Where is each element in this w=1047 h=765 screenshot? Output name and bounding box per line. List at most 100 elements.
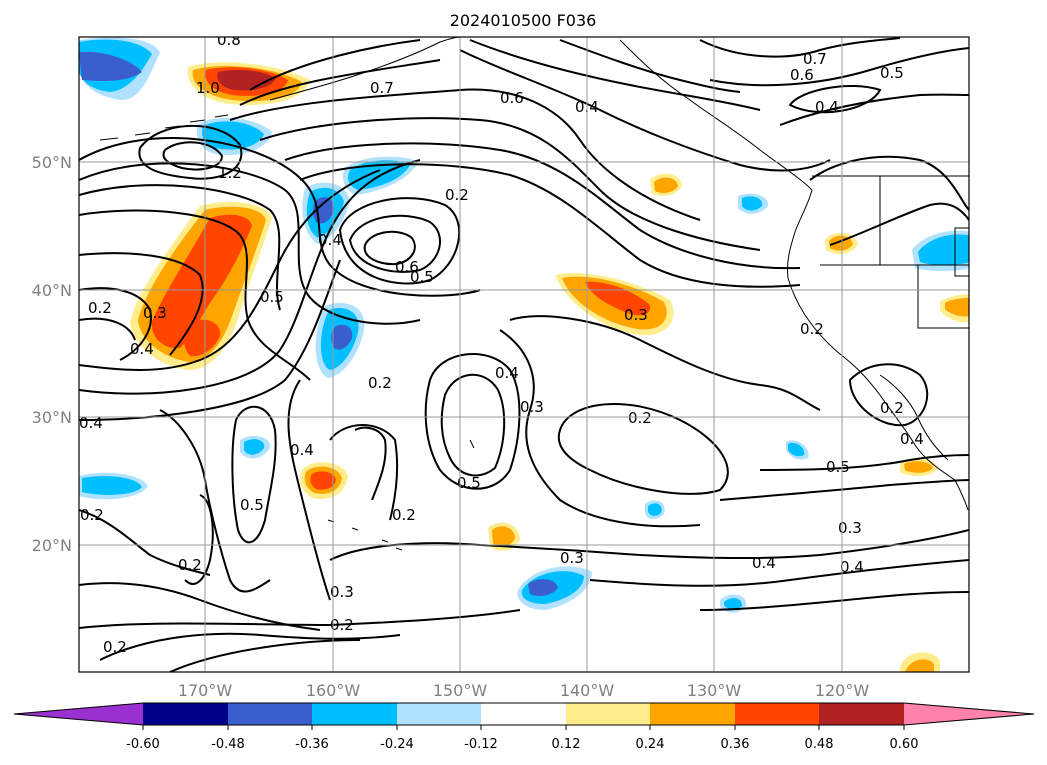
colorbar: -0.60 -0.48 -0.36 -0.24 -0.12 0.12 0.24 … bbox=[13, 702, 1035, 752]
contour-value-label: 0.3 bbox=[520, 398, 544, 416]
contour-value-label: 0.2 bbox=[368, 374, 392, 392]
graticule bbox=[79, 37, 969, 672]
contour-line bbox=[79, 317, 136, 341]
contour-value-label: 0.6 bbox=[500, 89, 524, 107]
contour-line bbox=[169, 639, 361, 672]
colorbar-segment bbox=[904, 703, 1034, 725]
contour-value-label: 0.4 bbox=[79, 414, 103, 432]
colorbar-segment bbox=[14, 703, 143, 725]
contour-line bbox=[79, 509, 211, 576]
colorbar-tick-label: -0.24 bbox=[380, 737, 414, 752]
contour-line bbox=[79, 162, 421, 325]
map-frame bbox=[78, 36, 970, 673]
contour-line bbox=[79, 169, 381, 371]
contour-line bbox=[299, 163, 801, 288]
contour-line bbox=[759, 454, 969, 471]
contour-line bbox=[79, 159, 421, 395]
contour-value-label: 0.3 bbox=[330, 583, 354, 601]
contour-line bbox=[338, 197, 461, 285]
contour-value-label: 0.7 bbox=[803, 50, 827, 68]
positive-anomaly-area bbox=[492, 526, 515, 547]
contour-value-label: 0.4 bbox=[290, 441, 314, 459]
colorbar-tick-label: -0.12 bbox=[464, 737, 498, 752]
lat-label: 50°N bbox=[32, 153, 72, 172]
lat-label: 30°N bbox=[32, 408, 72, 427]
contour-line bbox=[79, 209, 311, 381]
contour-value-label: 0.5 bbox=[260, 288, 284, 306]
lat-label: 40°N bbox=[32, 281, 72, 300]
contour-line bbox=[79, 252, 204, 356]
contour-line bbox=[469, 39, 761, 111]
contour-line bbox=[259, 117, 761, 251]
positive-anomaly-area bbox=[310, 471, 336, 490]
bc-coastline bbox=[619, 39, 813, 191]
contour-value-label: 1.0 bbox=[196, 79, 220, 97]
colorbar-tick-label: 0.48 bbox=[805, 737, 834, 752]
colorbar-tick-label: 0.60 bbox=[890, 737, 919, 752]
contour-line bbox=[348, 214, 441, 273]
colorbar-segment bbox=[566, 703, 650, 725]
colorbar-tick-label: -0.48 bbox=[211, 737, 245, 752]
latitude-labels: 50°N 40°N 30°N 20°N bbox=[32, 153, 72, 555]
colorbar-tick-label: 0.24 bbox=[636, 737, 665, 752]
colorbar-segment bbox=[650, 703, 735, 725]
contour-line bbox=[287, 379, 331, 601]
contour-line bbox=[788, 84, 882, 114]
negative-anomaly-area bbox=[79, 51, 142, 82]
contour-value-label: 0.5 bbox=[880, 64, 904, 82]
colorbar-tick-labels: -0.60 -0.48 -0.36 -0.24 -0.12 0.12 0.24 … bbox=[126, 737, 918, 752]
contour-line bbox=[99, 632, 401, 661]
colorbar-tick-label: -0.60 bbox=[126, 737, 160, 752]
colorbar-segment bbox=[312, 703, 397, 725]
contour-line bbox=[284, 142, 801, 270]
contour-line bbox=[589, 559, 969, 587]
contour-value-label: 0.3 bbox=[560, 549, 584, 567]
colorbar-segment bbox=[819, 703, 904, 725]
negative-anomaly-area bbox=[648, 503, 662, 516]
contour-value-label: 0.5 bbox=[410, 268, 434, 286]
aleutian-islands bbox=[99, 114, 229, 141]
contour-line bbox=[363, 230, 416, 266]
positive-anomaly-area bbox=[217, 70, 276, 91]
contour-line bbox=[424, 353, 521, 490]
contour-line bbox=[779, 93, 969, 126]
colorbar-segment bbox=[143, 703, 228, 725]
contour-line bbox=[848, 363, 929, 427]
negative-anomaly-area bbox=[742, 196, 763, 211]
colorbar-segment bbox=[397, 703, 481, 725]
lon-label: 150°W bbox=[433, 681, 488, 700]
contour-line bbox=[159, 409, 271, 593]
lon-label: 120°W bbox=[815, 681, 870, 700]
contour-value-label: 0.8 bbox=[217, 31, 241, 49]
us-west-coastline bbox=[787, 189, 969, 511]
contour-value-label: 0.3 bbox=[838, 519, 862, 537]
contour-line bbox=[249, 39, 421, 91]
positive-anomaly-area bbox=[654, 177, 678, 194]
contour-line bbox=[231, 405, 277, 544]
contour-line bbox=[162, 141, 224, 171]
lon-label: 130°W bbox=[687, 681, 742, 700]
colorbar-segment bbox=[481, 703, 566, 725]
contour-line bbox=[440, 373, 506, 477]
contour-value-label: 0.4 bbox=[840, 558, 864, 576]
us-state-borders bbox=[812, 175, 969, 329]
colorbar-segment bbox=[735, 703, 819, 725]
contour-value-label: 0.2 bbox=[178, 556, 202, 574]
contour-value-label: 0.2 bbox=[628, 409, 652, 427]
lon-label: 160°W bbox=[306, 681, 361, 700]
map-title: 2024010500 F036 bbox=[450, 11, 597, 30]
contour-value-label: 0.5 bbox=[826, 458, 850, 476]
positive-anomaly-area bbox=[904, 461, 933, 473]
contour-line bbox=[699, 37, 901, 58]
contour-value-label: 0.5 bbox=[457, 474, 481, 492]
negative-anomaly-area bbox=[724, 598, 743, 610]
lon-label: 140°W bbox=[560, 681, 615, 700]
contour-value-label: 0.6 bbox=[395, 258, 419, 276]
contour-value-label: 0.2 bbox=[880, 399, 904, 417]
colorbar-tick-label: 0.36 bbox=[721, 737, 750, 752]
contour-line bbox=[239, 59, 441, 106]
contour-value-label: 0.6 bbox=[790, 66, 814, 84]
contour-line bbox=[499, 329, 701, 528]
lat-label: 20°N bbox=[32, 536, 72, 555]
